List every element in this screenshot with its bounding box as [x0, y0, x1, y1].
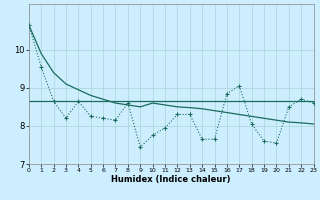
X-axis label: Humidex (Indice chaleur): Humidex (Indice chaleur) — [111, 175, 231, 184]
